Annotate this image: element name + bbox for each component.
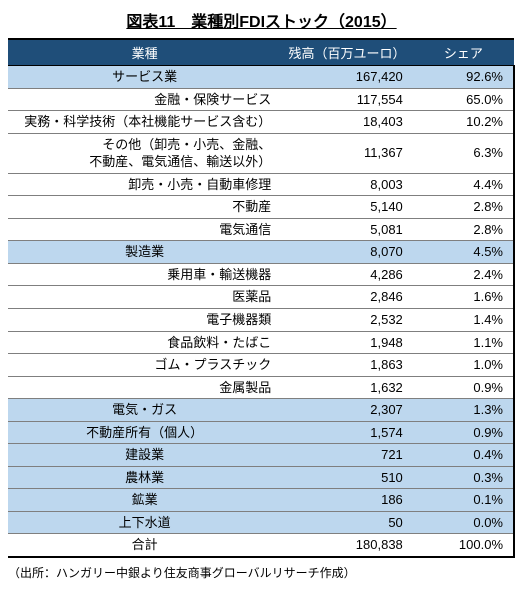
cell-share: 0.0% <box>413 511 514 534</box>
header-row: 業種 残高（百万ユーロ） シェア <box>8 39 514 66</box>
cell-share: 1.6% <box>413 286 514 309</box>
table-row: 鉱業1860.1% <box>8 489 514 512</box>
cell-share: 65.0% <box>413 88 514 111</box>
cell-share: 2.8% <box>413 196 514 219</box>
cell-balance: 4,286 <box>281 263 413 286</box>
cell-share: 92.6% <box>413 66 514 89</box>
cell-industry: 実務・科学技術（本社機能サービス含む） <box>8 111 281 134</box>
cell-share: 1.4% <box>413 309 514 332</box>
table-row: 食品飲料・たばこ1,9481.1% <box>8 331 514 354</box>
cell-balance: 8,003 <box>281 173 413 196</box>
table-row: 不動産5,1402.8% <box>8 196 514 219</box>
cell-share: 1.1% <box>413 331 514 354</box>
table-row: ゴム・プラスチック1,8631.0% <box>8 354 514 377</box>
cell-balance: 1,574 <box>281 421 413 444</box>
col-header-industry: 業種 <box>8 39 281 66</box>
cell-share: 0.9% <box>413 421 514 444</box>
cell-balance: 1,863 <box>281 354 413 377</box>
col-header-balance: 残高（百万ユーロ） <box>281 39 413 66</box>
cell-share: 10.2% <box>413 111 514 134</box>
cell-share: 1.0% <box>413 354 514 377</box>
cell-balance: 2,307 <box>281 399 413 422</box>
table-row: 金属製品1,6320.9% <box>8 376 514 399</box>
cell-industry: 製造業 <box>8 241 281 264</box>
cell-balance: 117,554 <box>281 88 413 111</box>
table-row: 医薬品2,8461.6% <box>8 286 514 309</box>
table-row: 不動産所有（個人）1,5740.9% <box>8 421 514 444</box>
cell-industry: 鉱業 <box>8 489 281 512</box>
cell-industry: ゴム・プラスチック <box>8 354 281 377</box>
table-row: 上下水道500.0% <box>8 511 514 534</box>
cell-industry: 建設業 <box>8 444 281 467</box>
cell-industry: 食品飲料・たばこ <box>8 331 281 354</box>
cell-industry: 乗用車・輸送機器 <box>8 263 281 286</box>
cell-industry: 金融・保険サービス <box>8 88 281 111</box>
cell-balance: 167,420 <box>281 66 413 89</box>
table-row: 製造業8,0704.5% <box>8 241 514 264</box>
source-note: （出所：ハンガリー中銀より住友商事グローバルリサーチ作成） <box>8 564 515 581</box>
cell-balance: 510 <box>281 466 413 489</box>
cell-balance: 1,632 <box>281 376 413 399</box>
table-row: 建設業7210.4% <box>8 444 514 467</box>
cell-industry: 上下水道 <box>8 511 281 534</box>
table-row: 電子機器類2,5321.4% <box>8 309 514 332</box>
cell-industry: 卸売・小売・自動車修理 <box>8 173 281 196</box>
table-row: 卸売・小売・自動車修理8,0034.4% <box>8 173 514 196</box>
cell-balance: 5,140 <box>281 196 413 219</box>
table-row: 農林業5100.3% <box>8 466 514 489</box>
cell-industry: 農林業 <box>8 466 281 489</box>
cell-share: 100.0% <box>413 534 514 557</box>
table-row: 金融・保険サービス117,55465.0% <box>8 88 514 111</box>
table-row: サービス業167,42092.6% <box>8 66 514 89</box>
table-row: 電気・ガス2,3071.3% <box>8 399 514 422</box>
cell-share: 0.1% <box>413 489 514 512</box>
cell-balance: 186 <box>281 489 413 512</box>
cell-balance: 180,838 <box>281 534 413 557</box>
cell-industry: サービス業 <box>8 66 281 89</box>
cell-share: 0.4% <box>413 444 514 467</box>
cell-share: 4.4% <box>413 173 514 196</box>
table-row: 合計180,838100.0% <box>8 534 514 557</box>
cell-balance: 5,081 <box>281 218 413 241</box>
table-row: 実務・科学技術（本社機能サービス含む）18,40310.2% <box>8 111 514 134</box>
table-row: その他（卸売・小売、金融、不動産、電気通信、輸送以外）11,3676.3% <box>8 133 514 173</box>
cell-share: 1.3% <box>413 399 514 422</box>
cell-share: 2.4% <box>413 263 514 286</box>
cell-share: 6.3% <box>413 133 514 173</box>
cell-balance: 18,403 <box>281 111 413 134</box>
cell-balance: 11,367 <box>281 133 413 173</box>
cell-industry: 電気・ガス <box>8 399 281 422</box>
cell-share: 4.5% <box>413 241 514 264</box>
cell-balance: 721 <box>281 444 413 467</box>
cell-industry: 不動産 <box>8 196 281 219</box>
cell-industry: 医薬品 <box>8 286 281 309</box>
cell-industry: 合計 <box>8 534 281 557</box>
cell-balance: 1,948 <box>281 331 413 354</box>
cell-industry: 電気通信 <box>8 218 281 241</box>
cell-balance: 8,070 <box>281 241 413 264</box>
cell-industry: 金属製品 <box>8 376 281 399</box>
cell-industry: 電子機器類 <box>8 309 281 332</box>
cell-industry: その他（卸売・小売、金融、不動産、電気通信、輸送以外） <box>8 133 281 173</box>
fdi-stock-table: 業種 残高（百万ユーロ） シェア サービス業167,42092.6%金融・保険サ… <box>8 38 515 558</box>
cell-industry: 不動産所有（個人） <box>8 421 281 444</box>
cell-share: 0.9% <box>413 376 514 399</box>
cell-balance: 2,846 <box>281 286 413 309</box>
cell-share: 2.8% <box>413 218 514 241</box>
col-header-share: シェア <box>413 39 514 66</box>
cell-share: 0.3% <box>413 466 514 489</box>
cell-balance: 50 <box>281 511 413 534</box>
table-row: 乗用車・輸送機器4,2862.4% <box>8 263 514 286</box>
cell-balance: 2,532 <box>281 309 413 332</box>
table-title: 図表11 業種別FDIストック（2015） <box>8 8 515 32</box>
table-row: 電気通信5,0812.8% <box>8 218 514 241</box>
